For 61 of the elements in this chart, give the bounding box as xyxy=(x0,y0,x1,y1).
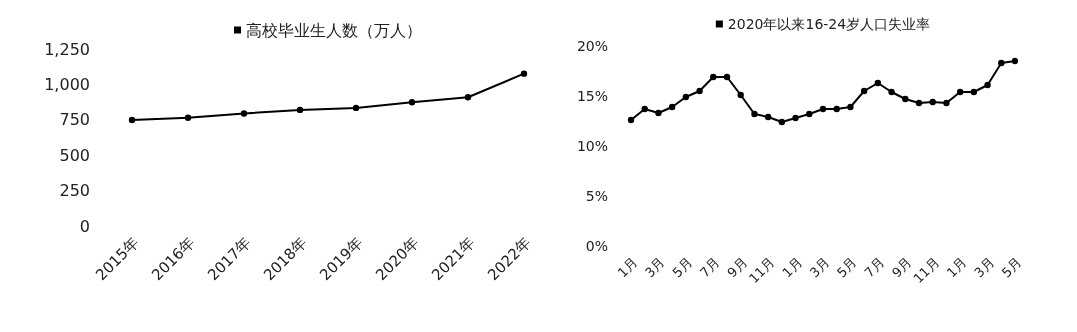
point xyxy=(915,99,923,107)
y-tick-label: 15% xyxy=(576,88,608,104)
point xyxy=(943,99,950,107)
point xyxy=(710,73,717,81)
point xyxy=(970,88,978,96)
y-tick-label: 1,000 xyxy=(44,74,90,94)
point xyxy=(184,114,192,121)
y-tick-label: 0 xyxy=(79,216,90,236)
x-tick-label: 3月 xyxy=(642,254,668,281)
y-tick-label: 5% xyxy=(585,188,608,204)
point xyxy=(408,99,416,106)
x-tick-label: 5月 xyxy=(834,254,860,281)
point xyxy=(998,59,1005,67)
x-tick-label: 7月 xyxy=(861,254,888,281)
point xyxy=(847,103,854,111)
point xyxy=(819,105,827,113)
point xyxy=(751,110,758,118)
point xyxy=(860,87,868,95)
y-tick-label: 250 xyxy=(59,181,90,201)
point xyxy=(874,79,882,87)
x-tick-label: 5月 xyxy=(669,254,696,281)
y-tick-label: 0% xyxy=(585,238,608,254)
y-tick-label: 10% xyxy=(576,138,608,154)
x-tick-label: 3月 xyxy=(806,254,833,281)
x-tick-label: 1月 xyxy=(779,254,805,281)
point xyxy=(520,70,528,77)
point xyxy=(296,106,304,114)
point xyxy=(655,109,662,117)
point xyxy=(778,118,786,126)
point xyxy=(956,88,964,96)
y-tick-label: 20% xyxy=(576,38,608,54)
x-tick-label: 5月 xyxy=(998,254,1025,281)
x-tick-label: 7月 xyxy=(696,254,723,281)
x-tick-label: 1月 xyxy=(943,254,970,281)
legend: 2020年以来16-24岁人口失业率 xyxy=(715,16,931,32)
legend: 高校毕业生人数（万人） xyxy=(234,20,422,40)
point xyxy=(764,113,772,121)
point xyxy=(984,81,991,89)
x-tick-label: 3月 xyxy=(971,254,997,281)
point xyxy=(737,91,744,99)
point xyxy=(1011,57,1019,65)
point xyxy=(792,114,799,122)
y-tick-label: 1,250 xyxy=(44,39,90,59)
y-tick-label: 500 xyxy=(59,145,90,165)
point xyxy=(682,93,690,101)
point xyxy=(240,110,248,117)
point xyxy=(929,98,936,106)
point xyxy=(627,116,635,124)
point xyxy=(888,88,895,96)
point xyxy=(723,73,731,81)
x-tick-label: 1月 xyxy=(614,254,641,281)
point xyxy=(833,105,840,113)
point xyxy=(641,105,648,113)
point xyxy=(696,87,703,95)
point xyxy=(464,94,472,101)
point xyxy=(352,104,360,112)
point xyxy=(902,95,909,103)
y-tick-label: 750 xyxy=(59,110,90,130)
point xyxy=(806,110,813,118)
point xyxy=(668,103,676,111)
point xyxy=(128,116,136,124)
